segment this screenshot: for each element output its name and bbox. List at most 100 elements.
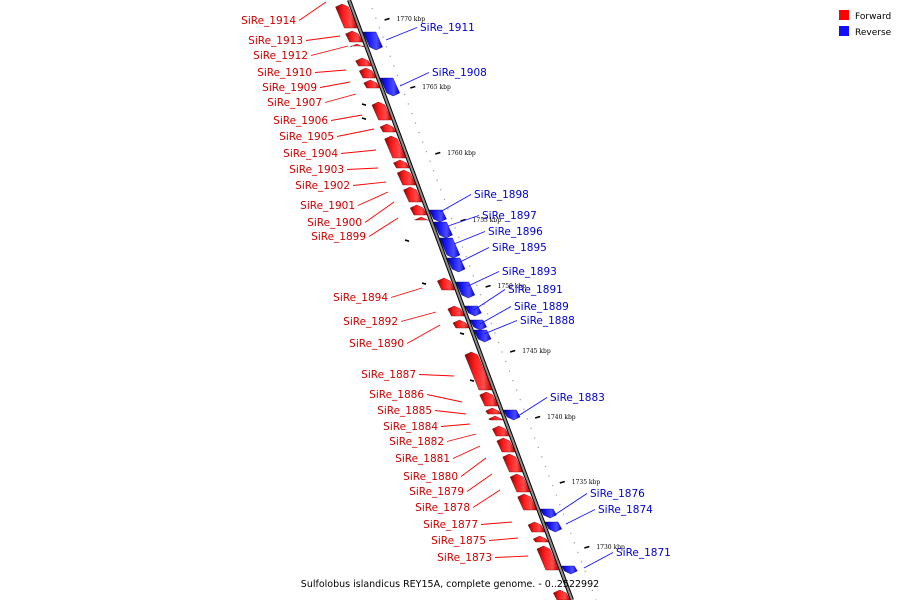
scale-track	[371, 7, 597, 600]
leader-line	[364, 201, 395, 223]
gene-sire-1874-reverse	[544, 521, 563, 533]
gene-sire-1877-forward	[527, 521, 546, 533]
gene-sire-tail-forward	[553, 589, 571, 600]
gene-label: SiRe_1907	[267, 97, 322, 109]
scale-tick-label: 1750 kbp	[498, 283, 527, 290]
gene-label: SiRe_1889	[514, 301, 569, 313]
gene-label: SiRe_1900	[307, 217, 362, 229]
gene-sire-1886-forward	[479, 391, 499, 407]
gene-label: SiRe_1892	[343, 316, 398, 328]
leader-line	[346, 167, 379, 170]
gene-label: SiRe_1885	[377, 405, 432, 417]
scale-tick	[410, 85, 416, 89]
gene-sire-1882-forward	[492, 425, 510, 437]
leader-line	[324, 93, 357, 103]
leader-line	[447, 215, 480, 227]
gene-sire-1907-forward	[363, 79, 381, 89]
gene-sire-1910-forward	[355, 57, 372, 67]
gene-sire-1883-reverse	[503, 409, 521, 421]
gene-sire-1871-reverse	[561, 565, 578, 575]
gene-label: SiRe_1871	[616, 547, 671, 559]
scale-tick	[584, 545, 590, 549]
leader-line	[319, 81, 351, 88]
leader-line	[494, 555, 529, 558]
gene-sire-1881-forward	[496, 437, 516, 453]
gene-sire-1880-forward	[502, 453, 523, 473]
gene-label: SiRe_1887	[361, 369, 416, 381]
gene-label: SiRe_1914	[241, 15, 296, 27]
leader-line	[517, 397, 548, 417]
legend-swatch-forward	[839, 10, 849, 20]
leader-line	[434, 410, 467, 415]
scale-tick	[435, 151, 441, 155]
scale-tick-label: 1745 kbp	[522, 348, 551, 355]
leader-line	[467, 271, 500, 287]
gene-sire-1901-forward	[403, 186, 423, 203]
small-feature-mark	[404, 239, 410, 242]
gene-label: SiRe_1897	[482, 210, 537, 222]
gene-label: SiRe_1881	[395, 453, 450, 465]
scale-tick-label: 1755 kbp	[473, 217, 502, 224]
gene-sire-1873-forward	[536, 545, 560, 571]
gene-sire-1896-reverse	[439, 237, 461, 259]
genome-axis-core	[348, 0, 573, 600]
leader-line	[368, 217, 399, 237]
gene-sire-1903-forward	[393, 159, 410, 169]
leader-line	[406, 324, 441, 344]
leader-line	[305, 35, 341, 41]
scale-tick-label: 1740 kbp	[547, 414, 576, 421]
small-feature-mark	[469, 379, 475, 382]
gene-label: SiRe_1876	[590, 488, 645, 500]
gene-label: SiRe_1875	[431, 535, 486, 547]
leader-line	[473, 289, 506, 311]
gene-label: SiRe_1913	[248, 35, 303, 47]
gene-label: SiRe_1874	[598, 504, 653, 516]
gene-sire-1894-forward	[437, 277, 456, 291]
gene-label: SiRe_1883	[550, 392, 605, 404]
gene-sire-1898-reverse	[428, 209, 447, 223]
leader-line	[440, 423, 471, 427]
small-feature-mark	[459, 332, 465, 335]
scale-tick	[559, 480, 565, 484]
scale-tick-label: 1760 kbp	[447, 150, 476, 157]
gene-label: SiRe_1895	[492, 242, 547, 254]
small-feature-mark	[361, 117, 367, 120]
gene-sire-1904-forward	[384, 135, 407, 159]
leader-line	[555, 493, 588, 515]
leader-line	[583, 552, 614, 569]
gene-label: SiRe_1878	[415, 502, 470, 514]
gene-label: SiRe_1880	[403, 471, 458, 483]
leader-line	[314, 69, 347, 73]
gene-sire-1905-forward	[379, 123, 397, 133]
gene-label: SiRe_1882	[389, 436, 444, 448]
leader-line	[439, 194, 472, 213]
gene-label: SiRe_1890	[349, 338, 404, 350]
gene-label: SiRe_1884	[383, 421, 438, 433]
leader-line	[472, 489, 501, 508]
gene-sire-1914-forward	[335, 3, 358, 29]
scale-ticks: 1770 kbp 1765 kbp 1760 kbp 1755 kbp 1750 kbp…	[384, 16, 625, 551]
gene-label: SiRe_1909	[262, 82, 317, 94]
gene-label: SiRe_1912	[253, 50, 308, 62]
leader-line	[400, 311, 437, 322]
gene-sire-1891-reverse	[464, 305, 482, 317]
gene-label: SiRe_1911	[420, 22, 475, 34]
gene-sire-1884-forward	[488, 415, 504, 421]
small-feature-mark	[361, 103, 367, 106]
gene-sire-1908-reverse	[379, 77, 400, 97]
gene-label: SiRe_1908	[432, 67, 487, 79]
gene-features	[335, 3, 578, 600]
leader-line	[453, 231, 486, 245]
leader-line	[357, 191, 389, 206]
leader-line	[310, 45, 349, 56]
legend-label-reverse: Reverse	[855, 28, 892, 38]
gene-label: SiRe_1910	[257, 67, 312, 79]
gene-sire-1900-forward	[409, 204, 428, 216]
leader-line	[483, 320, 518, 335]
small-feature-mark	[421, 282, 427, 285]
gene-label: SiRe_1886	[369, 389, 424, 401]
scale-tick-label: 1735 kbp	[572, 479, 601, 486]
gene-label: SiRe_1905	[279, 131, 334, 143]
leader-line	[446, 433, 477, 442]
gene-label: SiRe_1896	[488, 226, 543, 238]
